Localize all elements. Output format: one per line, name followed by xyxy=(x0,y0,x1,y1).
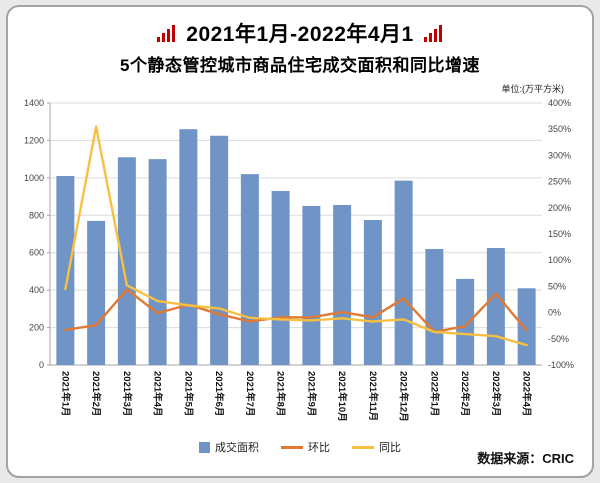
chart-subtitle: 5个静态管控城市商品住宅成交面积和同比增速 xyxy=(120,56,480,75)
title-row: 2021年1月-2022年4月1 xyxy=(8,7,592,48)
bar-chart-icon-left xyxy=(157,24,176,42)
bar xyxy=(210,135,229,365)
legend-label-yoy: 同比 xyxy=(379,442,401,454)
y-axis-right-label: 0% xyxy=(548,308,561,318)
bar xyxy=(333,204,352,365)
y-axis-right-label: 50% xyxy=(548,281,566,291)
y-axis-left-label: 0 xyxy=(39,360,44,370)
bar xyxy=(117,157,136,365)
legend-item-yoy[interactable]: 同比 xyxy=(352,439,401,455)
combo-chart: 0 200 400 600 800 1000 1200 1400 -100% -50% 0% 50% 1… xyxy=(24,98,574,422)
y-axis-right-label: 250% xyxy=(548,177,571,187)
y-axis-left-label: 1000 xyxy=(24,173,44,183)
yoy-line xyxy=(64,125,528,347)
bar xyxy=(56,175,75,365)
y-axis-right-label: -50% xyxy=(548,334,569,344)
y-axis-right-label: 400% xyxy=(548,98,571,108)
bar xyxy=(271,190,290,365)
legend-swatch-bar xyxy=(199,441,210,453)
y-axis-left-label: 1400 xyxy=(24,98,44,108)
bar xyxy=(179,129,198,365)
y-axis-right-label: -100% xyxy=(548,360,574,370)
bar xyxy=(240,174,259,365)
x-axis-label: 2021年11月 xyxy=(367,371,379,421)
x-axis-label: 2021年2月 xyxy=(90,371,102,416)
legend: 成交面积 环比 同比 xyxy=(8,439,592,455)
legend-item-mom[interactable]: 环比 xyxy=(281,439,330,455)
y-axis-right-label: 150% xyxy=(548,229,571,239)
y-axis-right-label: 200% xyxy=(548,203,571,213)
bar xyxy=(302,205,321,365)
y-axis-left-label: 200 xyxy=(29,323,44,333)
x-axis-label: 2021年7月 xyxy=(244,371,256,416)
y-axis-right-label: 300% xyxy=(548,150,571,160)
bar-chart-icon-right xyxy=(423,24,443,42)
unit-label: 单位:(万平方米) xyxy=(501,84,565,94)
bar xyxy=(425,248,444,365)
y-axis-left-label: 1200 xyxy=(24,135,44,145)
bar xyxy=(148,159,167,365)
x-axis-label: 2021年4月 xyxy=(152,371,164,416)
data-source: 数据来源：CRIC xyxy=(477,451,574,466)
x-axis-label: 2021年5月 xyxy=(182,371,194,416)
legend-swatch-mom-line xyxy=(281,445,303,449)
mom-line xyxy=(64,288,528,334)
x-axis-label: 2021年12月 xyxy=(398,371,410,422)
x-axis-label: 2021年6月 xyxy=(213,371,225,416)
bar xyxy=(363,219,382,365)
bar xyxy=(486,248,505,365)
legend-label-transaction-area: 成交面积 xyxy=(215,442,259,454)
x-axis-label: 2021年9月 xyxy=(305,371,317,416)
page-title: 2021年1月-2022年4月1 xyxy=(186,23,414,46)
y-axis-right-label: 350% xyxy=(548,124,571,134)
x-axis-label: 2021年3月 xyxy=(121,371,133,416)
bar xyxy=(456,278,475,365)
y-axis-left-label: 400 xyxy=(29,285,44,295)
x-axis-label: 2021年10月 xyxy=(336,371,348,422)
bar xyxy=(394,180,413,365)
legend-item-transaction-area[interactable]: 成交面积 xyxy=(199,439,259,455)
y-axis-left-label: 600 xyxy=(29,248,44,258)
chart-card: 2021年1月-2022年4月1 5个静态管控城市商品住宅成交面积和同比增速 单… xyxy=(6,5,594,478)
x-axis-label: 2022年2月 xyxy=(459,371,471,416)
x-axis-label: 2022年3月 xyxy=(490,371,502,416)
bar xyxy=(517,288,536,365)
x-axis-label: 2022年1月 xyxy=(428,371,440,416)
bar xyxy=(87,220,106,365)
legend-label-mom: 环比 xyxy=(308,442,330,454)
x-axis-label: 2021年8月 xyxy=(275,371,287,416)
y-axis-left-label: 800 xyxy=(29,210,44,220)
x-axis-label: 2021年1月 xyxy=(59,371,71,416)
y-axis-right-label: 100% xyxy=(548,255,571,265)
legend-swatch-yoy-line xyxy=(352,445,374,449)
x-axis-label: 2022年4月 xyxy=(521,371,533,416)
